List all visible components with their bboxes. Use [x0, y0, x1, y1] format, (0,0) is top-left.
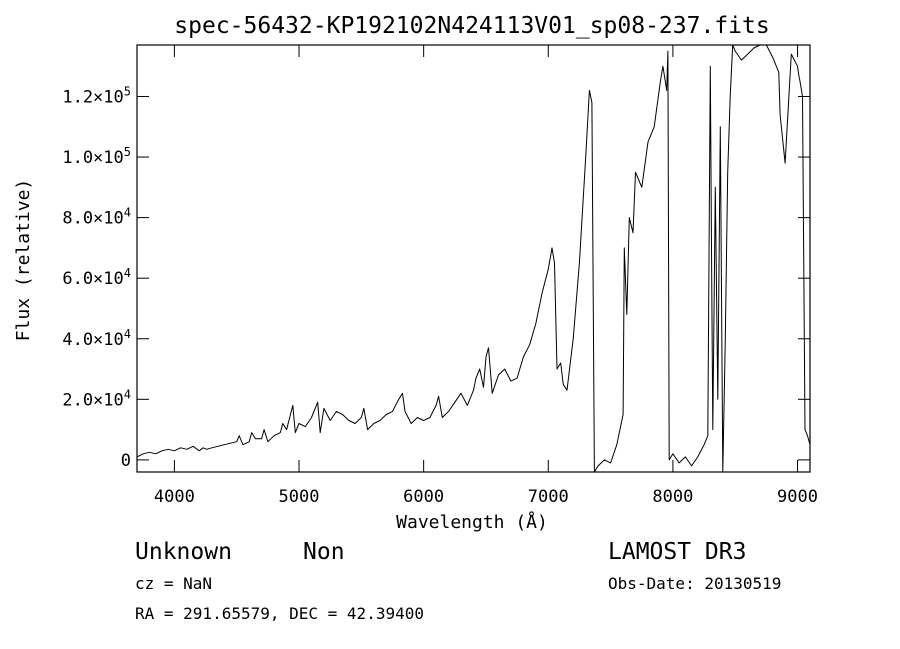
y-tick-label: 1.0×105 [62, 145, 131, 168]
x-tick-label: 4000 [154, 487, 195, 507]
y-tick-label: 6.0×104 [62, 266, 131, 289]
y-axis-ticks: 02.0×1044.0×1046.0×1048.0×1041.0×1051.2×… [62, 84, 810, 471]
y-tick-mantissa: 1.0×10 [62, 148, 123, 168]
y-tick-mantissa: 6.0×10 [62, 269, 123, 289]
y-tick-label: 8.0×104 [62, 206, 131, 229]
redshift-label: cz = NaN [135, 574, 212, 593]
y-axis-label: Flux (relative) [13, 179, 34, 342]
spectrum-line [136, 44, 811, 473]
x-tick-label: 6000 [403, 487, 444, 507]
obs-date-label: Obs-Date: 20130519 [608, 574, 781, 593]
y-tick-exponent: 4 [124, 266, 131, 280]
y-tick-exponent: 4 [124, 206, 131, 220]
x-tick-label: 7000 [528, 487, 569, 507]
y-tick-label: 0 [121, 451, 131, 471]
chart-title: spec-56432-KP192102N424113V01_sp08-237.f… [174, 13, 769, 39]
survey-label: LAMOST DR3 [608, 539, 746, 565]
x-axis-ticks: 4000 5000 6000 7000 8000 9000 [154, 45, 818, 507]
x-axis-label: Wavelength (Å) [396, 511, 548, 533]
y-tick-label: 1.2×105 [62, 84, 131, 107]
object-class-label: Unknown [135, 539, 232, 565]
y-tick-label: 2.0×104 [62, 387, 131, 410]
y-tick-mantissa: 2.0×10 [62, 390, 123, 410]
plot-frame [136, 44, 811, 473]
y-tick-mantissa: 8.0×10 [62, 209, 123, 229]
coordinates-label: RA = 291.65579, DEC = 42.39400 [135, 604, 424, 623]
y-tick-mantissa: 4.0×10 [62, 330, 123, 350]
y-tick-exponent: 4 [124, 387, 131, 401]
y-tick-mantissa: 1.2×10 [62, 87, 123, 107]
y-tick-exponent: 4 [124, 327, 131, 341]
y-tick-mantissa: 0 [121, 451, 131, 471]
x-tick-label: 9000 [777, 487, 818, 507]
x-tick-label: 8000 [652, 487, 693, 507]
y-tick-label: 4.0×104 [62, 327, 131, 350]
y-tick-exponent: 5 [124, 84, 131, 98]
x-tick-label: 5000 [279, 487, 320, 507]
y-tick-exponent: 5 [124, 145, 131, 159]
subclass-label: Non [303, 539, 345, 565]
